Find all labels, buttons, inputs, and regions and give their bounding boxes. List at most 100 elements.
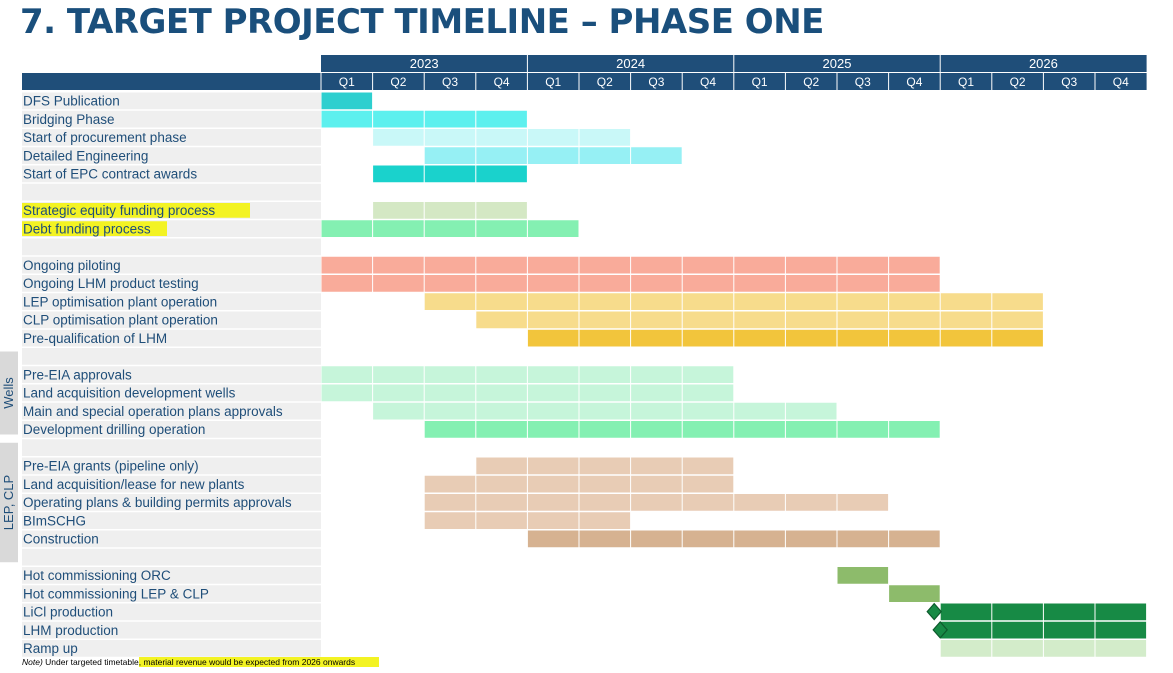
group-label-lep-clp: LEP, CLP [1,475,16,530]
gantt-bar-strategic-equity-funding-process [373,202,424,219]
gantt-bar-main-and-special-operation-plans-approvals [631,402,682,420]
gantt-bar-land-acquisition-lease-for-new-plants [682,475,734,493]
gantt-bar-debt-funding-process [321,220,373,237]
gantt-bar-operating-plans-building-permits-approvals [527,494,579,511]
gantt-bar-lhm-production [992,621,1043,639]
task-label-land-acquisition-lease-for-new-plants: Land acquisition/lease for new plants [23,477,245,492]
gantt-bar-pre-qualification-of-lhm [527,329,579,347]
gantt-bar-land-acquisition-lease-for-new-plants [631,475,682,493]
gantt-bar-operating-plans-building-permits-approvals [579,494,631,511]
quarter-label-q1: Q1 [339,75,355,89]
task-label-ramp-up: Ramp up [23,641,78,656]
gantt-bar-lep-optimisation-plant-operation [476,293,527,310]
gantt-bar-lep-optimisation-plant-operation [579,293,631,310]
gantt-bar-operating-plans-building-permits-approvals [734,494,785,511]
gantt-bar-ongoing-piloting [527,256,579,274]
gantt-bar-main-and-special-operation-plans-approvals [527,402,579,420]
task-label-bimschg: BImSCHG [23,513,86,528]
gantt-bar-main-and-special-operation-plans-approvals [476,402,527,420]
gantt-bar-land-acquisition-development-wells [527,384,579,402]
quarter-label-q4: Q4 [700,75,716,89]
gantt-bar-lep-optimisation-plant-operation [940,293,992,310]
quarter-label-q4: Q4 [1113,75,1129,89]
gantt-bar-development-drilling-operation [579,421,631,438]
row-label-band [22,147,321,164]
gantt-bar-land-acquisition-lease-for-new-plants [579,475,631,493]
gantt-bar-development-drilling-operation [527,421,579,438]
gantt-bar-main-and-special-operation-plans-approvals [682,402,734,420]
gantt-bar-ongoing-piloting [631,256,682,274]
gantt-bar-operating-plans-building-permits-approvals [682,494,734,511]
group-tab-wells [0,351,18,435]
gantt-bar-start-of-epc-contract-awards [373,165,424,183]
gantt-bar-lep-optimisation-plant-operation [785,293,837,310]
footnote: Note) Under targeted timetable, material… [22,657,380,667]
gantt-bar-pre-eia-grants-pipeline-only [631,457,682,475]
gantt-bar-lep-optimisation-plant-operation [631,293,682,310]
gantt-bar-detailed-engineering [631,147,682,164]
task-label-bridging-phase: Bridging Phase [23,112,115,127]
gantt-bar-ramp-up [1043,640,1095,657]
year-label-2023: 2023 [410,56,439,71]
gantt-bar-clp-optimisation-plant-operation [734,311,785,329]
quarter-label-q3: Q3 [648,75,664,89]
gantt-bar-land-acquisition-lease-for-new-plants [476,475,527,493]
gantt-bar-lhm-production [940,621,992,639]
gantt-bar-development-drilling-operation [889,421,940,438]
gantt-bar-clp-optimisation-plant-operation [579,311,631,329]
gantt-bar-main-and-special-operation-plans-approvals [734,402,785,420]
row-label-band [22,256,321,274]
gantt-bar-ongoing-piloting [373,256,424,274]
year-label-2024: 2024 [616,56,645,71]
gantt-bar-clp-optimisation-plant-operation [476,311,527,329]
gantt-bar-clp-optimisation-plant-operation [527,311,579,329]
gantt-bar-ongoing-piloting [424,256,476,274]
gantt-bar-operating-plans-building-permits-approvals [631,494,682,511]
gantt-bar-ongoing-lhm-product-testing [579,275,631,292]
task-label-licl-production: LiCl production [23,605,113,620]
gantt-bar-ramp-up [940,640,992,657]
row-label-band [22,311,321,329]
quarter-label-q1: Q1 [545,75,561,89]
gantt-bar-start-of-procurement-phase [373,129,424,146]
task-label-lep-optimisation-plant-operation: LEP optimisation plant operation [23,294,217,309]
gantt-bar-development-drilling-operation [476,421,527,438]
gantt-bar-pre-eia-grants-pipeline-only [579,457,631,475]
gantt-bar-land-acquisition-development-wells [476,384,527,402]
gantt-bar-operating-plans-building-permits-approvals [424,494,476,511]
gantt-bar-main-and-special-operation-plans-approvals [424,402,476,420]
task-label-lhm-production: LHM production [23,623,118,638]
gantt-bar-licl-production [992,603,1043,621]
gantt-bar-pre-eia-grants-pipeline-only [527,457,579,475]
gantt-bar-pre-qualification-of-lhm [889,329,940,347]
gantt-bar-pre-qualification-of-lhm [785,329,837,347]
gantt-bar-pre-eia-approvals [631,366,682,383]
gantt-bar-licl-production [1095,603,1147,621]
gantt-bar-licl-production [1043,603,1095,621]
gantt-bar-detailed-engineering [527,147,579,164]
row-label-band [22,92,321,110]
gantt-bar-licl-production [940,603,992,621]
gantt-bar-hot-commissioning-orc [837,567,889,584]
gantt-bar-ongoing-lhm-product-testing [476,275,527,292]
gantt-bar-start-of-procurement-phase [424,129,476,146]
row-label-band [22,439,321,456]
row-label-band [22,366,321,383]
gantt-bar-land-acquisition-lease-for-new-plants [424,475,476,493]
gantt-bar-pre-eia-approvals [579,366,631,383]
gantt-bar-lep-optimisation-plant-operation [992,293,1043,310]
gantt-bar-land-acquisition-development-wells [682,384,734,402]
task-label-operating-plans-building-permits-approvals: Operating plans & building permits appro… [23,495,292,510]
gantt-bar-start-of-epc-contract-awards [424,165,476,183]
gantt-bar-bridging-phase [424,110,476,128]
quarter-label-q1: Q1 [752,75,768,89]
gantt-bar-ongoing-piloting [579,256,631,274]
gantt-bar-bridging-phase [476,110,527,128]
quarter-label-q4: Q4 [494,75,510,89]
gantt-bar-clp-optimisation-plant-operation [992,311,1043,329]
gantt-bar-land-acquisition-development-wells [373,384,424,402]
row-label-band [22,238,321,256]
row-label-band [22,348,321,365]
group-label-wells: Wells [1,377,16,409]
